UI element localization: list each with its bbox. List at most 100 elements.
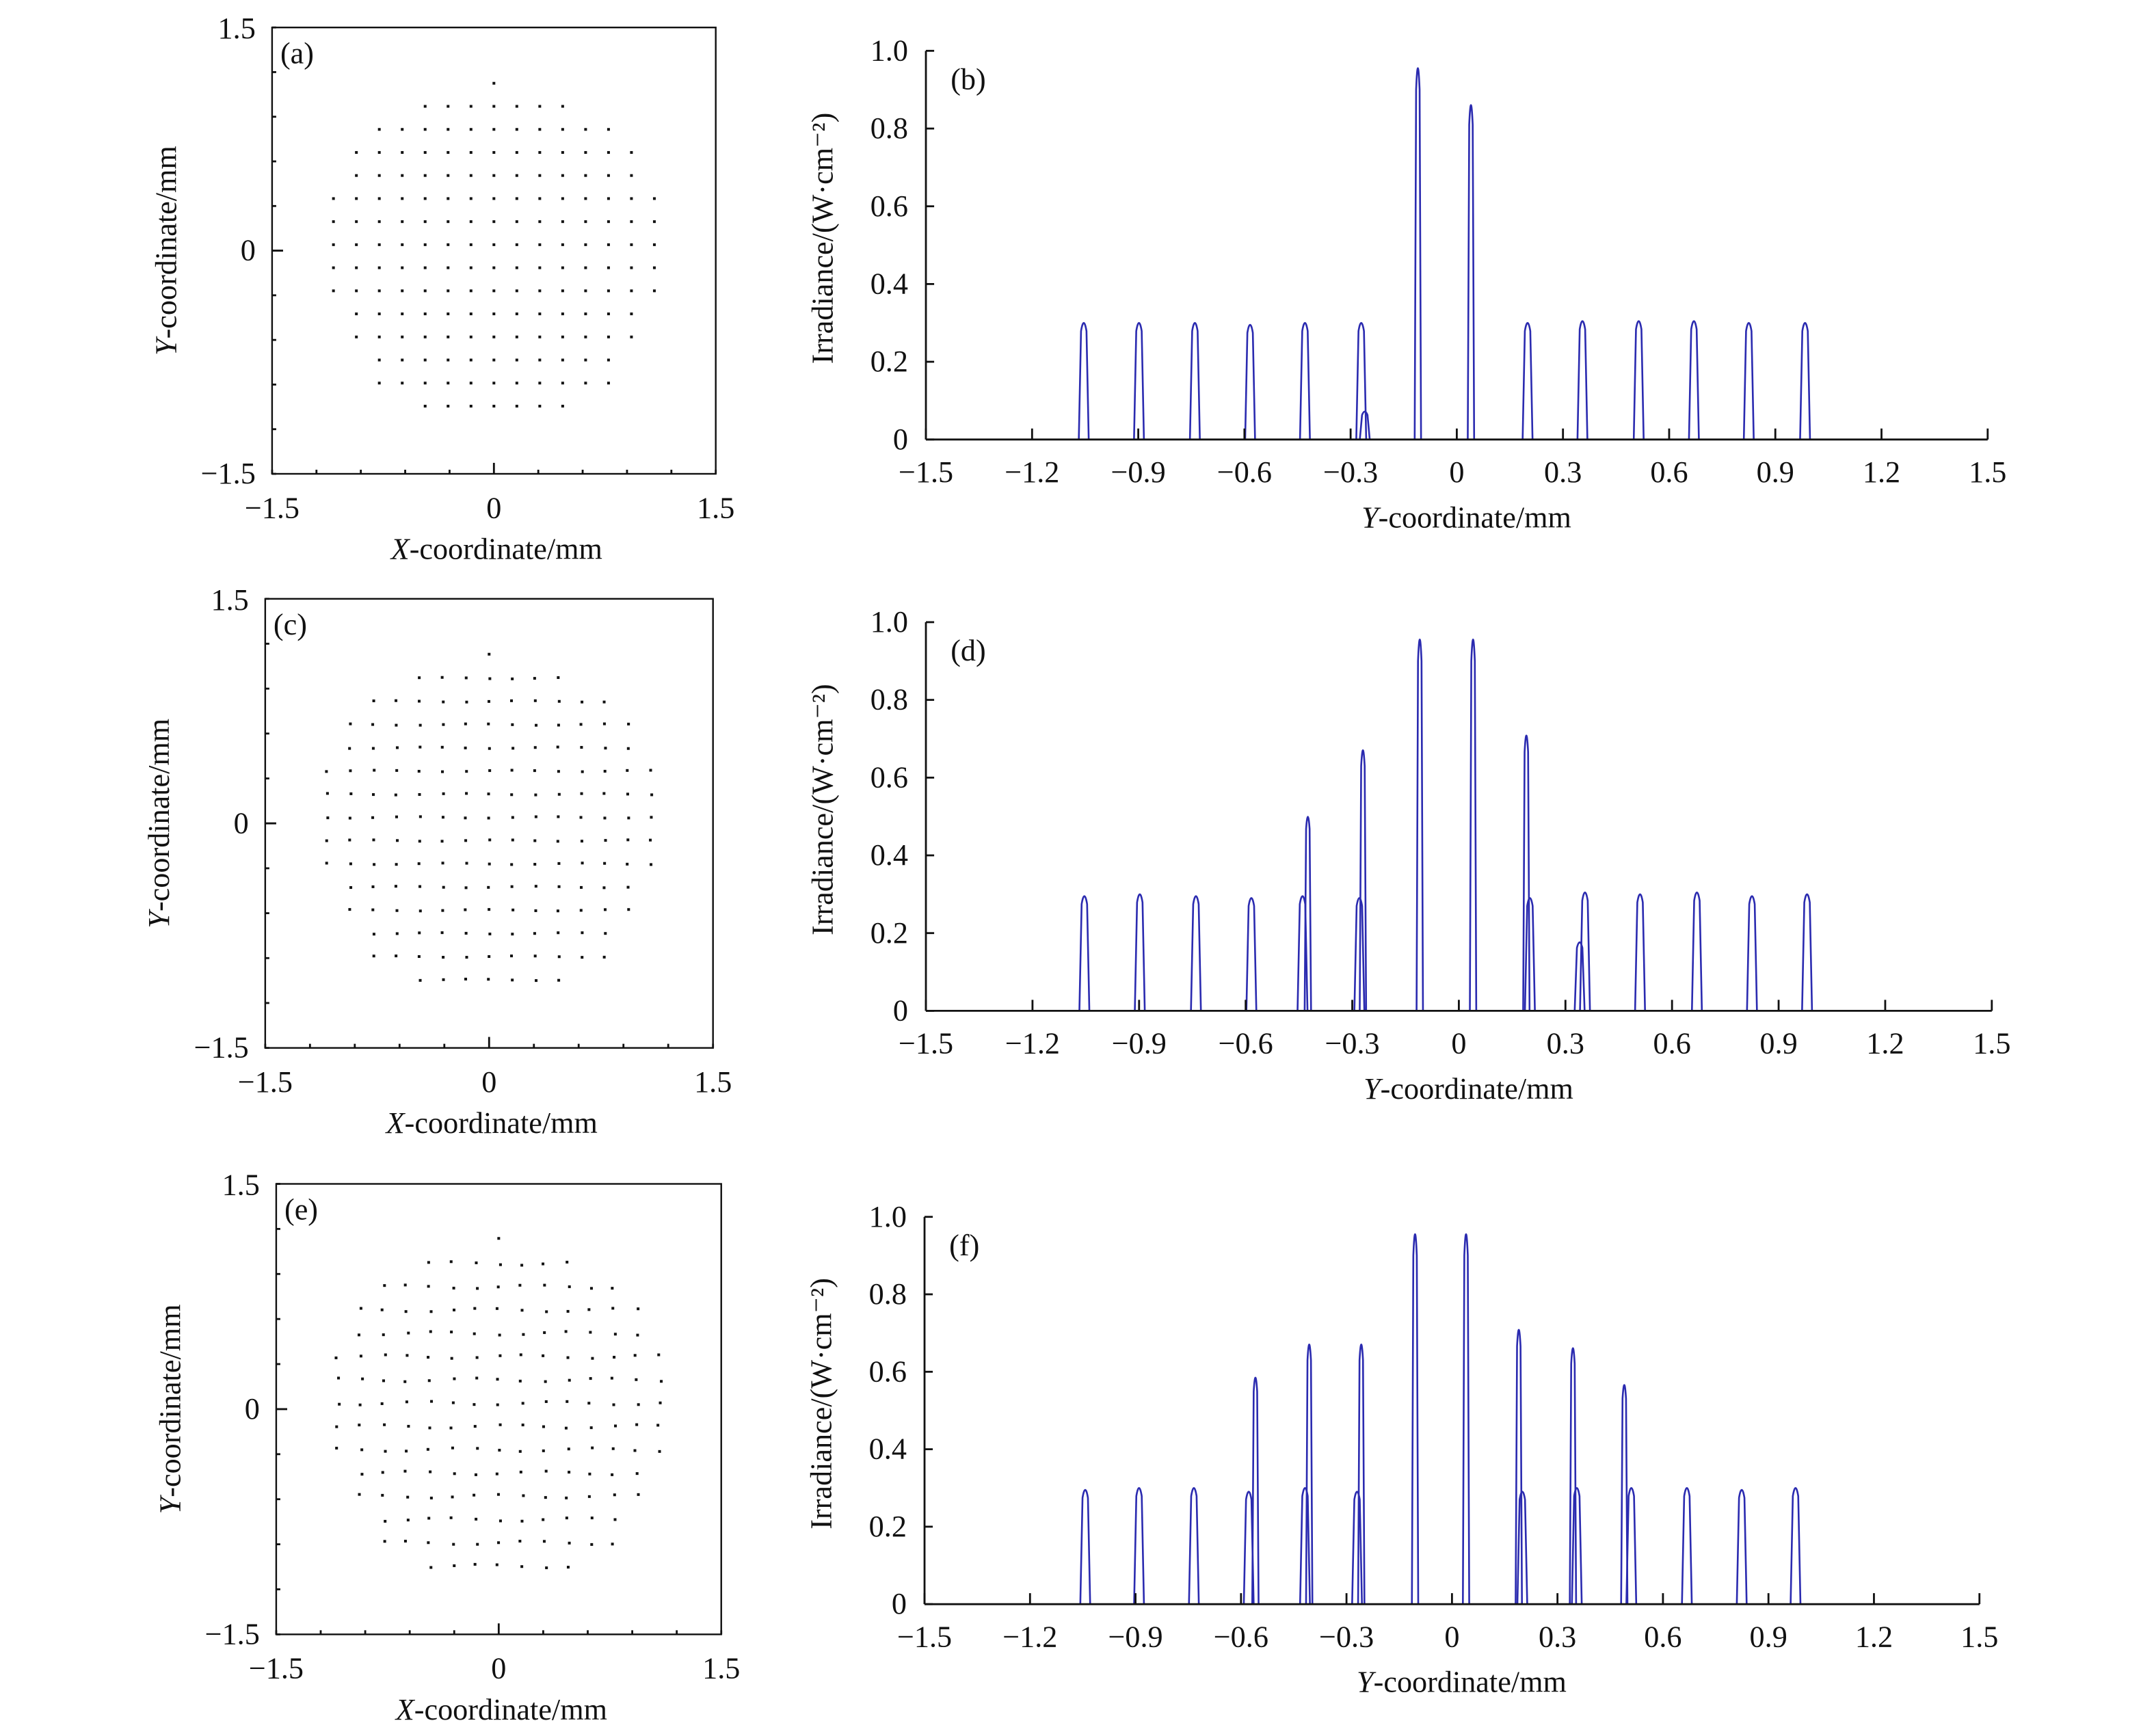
data-point bbox=[423, 150, 427, 154]
data-point bbox=[565, 1517, 568, 1520]
data-point bbox=[469, 312, 473, 316]
data-point bbox=[584, 220, 587, 224]
data-point bbox=[611, 1447, 615, 1450]
data-point bbox=[488, 747, 491, 750]
x-tick-label: −1.2 bbox=[1002, 1620, 1057, 1653]
data-point bbox=[538, 312, 542, 316]
data-point bbox=[360, 1473, 364, 1476]
data-point bbox=[469, 220, 473, 224]
y-tick-label: 0 bbox=[234, 806, 249, 840]
data-point bbox=[603, 908, 607, 911]
data-point bbox=[358, 1493, 361, 1496]
data-point bbox=[381, 1471, 384, 1474]
data-point bbox=[557, 885, 561, 888]
data-point bbox=[545, 1310, 548, 1313]
panel-c: −1.5 0 1.5 −1.5 0 1.5 (c) X-coordinate/mm Y-coor… bbox=[142, 583, 732, 1140]
data-point bbox=[584, 197, 587, 200]
panel-a: −1.5 0 1.5 −1.5 0 1.5 (a) X-coordinate/mm Y-coor… bbox=[149, 12, 734, 565]
data-point bbox=[543, 1283, 546, 1287]
y-tick-label: 0.4 bbox=[870, 838, 908, 872]
data-point bbox=[423, 243, 427, 246]
data-point bbox=[453, 1377, 456, 1380]
data-point bbox=[611, 1307, 615, 1310]
data-point bbox=[465, 792, 468, 795]
data-point bbox=[637, 1307, 640, 1311]
x-tick-label: 0 bbox=[1451, 1027, 1466, 1060]
data-point bbox=[557, 931, 560, 935]
data-point bbox=[355, 266, 358, 269]
data-point bbox=[613, 1333, 617, 1336]
irradiance-peak bbox=[1742, 322, 1755, 440]
data-point bbox=[487, 885, 490, 889]
data-point bbox=[607, 289, 610, 293]
data-point bbox=[417, 699, 421, 703]
irradiance-peak bbox=[1188, 322, 1201, 440]
data-point bbox=[325, 792, 329, 795]
data-point bbox=[423, 105, 427, 108]
data-point bbox=[533, 769, 536, 773]
data-point bbox=[590, 1543, 594, 1546]
data-point bbox=[465, 770, 468, 773]
data-point bbox=[515, 312, 518, 316]
data-point bbox=[487, 722, 490, 725]
data-point bbox=[380, 1308, 384, 1311]
data-point bbox=[492, 382, 496, 385]
data-point bbox=[533, 699, 537, 702]
data-point bbox=[332, 266, 335, 269]
data-point bbox=[538, 243, 542, 246]
data-point bbox=[473, 1562, 477, 1566]
data-point bbox=[497, 1541, 501, 1545]
data-point bbox=[533, 746, 537, 749]
data-point bbox=[429, 1330, 432, 1333]
data-point bbox=[334, 1356, 338, 1359]
data-point bbox=[429, 1566, 433, 1569]
data-point bbox=[465, 956, 468, 959]
data-point bbox=[498, 1423, 502, 1426]
data-point bbox=[401, 382, 404, 385]
data-point bbox=[538, 174, 542, 177]
data-point bbox=[637, 1493, 640, 1496]
data-point bbox=[557, 815, 560, 818]
data-point bbox=[649, 769, 652, 772]
irradiance-peak bbox=[1351, 1491, 1364, 1605]
data-point bbox=[561, 105, 564, 108]
data-point bbox=[325, 839, 328, 842]
data-point bbox=[355, 289, 358, 293]
data-point bbox=[423, 220, 427, 224]
irradiance-peak bbox=[1415, 639, 1424, 1011]
data-point bbox=[488, 955, 491, 959]
data-point bbox=[522, 1333, 525, 1336]
data-point bbox=[395, 815, 398, 818]
data-point bbox=[473, 1425, 477, 1428]
data-point bbox=[377, 243, 381, 246]
data-point bbox=[465, 700, 468, 704]
data-point bbox=[568, 1285, 571, 1288]
x-tick-label: 1.5 bbox=[1960, 1620, 1998, 1653]
data-point bbox=[427, 1541, 430, 1545]
x-tick-label: −1.2 bbox=[1005, 455, 1059, 489]
irradiance-peak bbox=[1244, 323, 1256, 440]
data-point bbox=[453, 1308, 456, 1311]
data-point bbox=[492, 404, 496, 408]
data-point bbox=[561, 404, 564, 408]
data-point bbox=[561, 335, 564, 338]
data-point bbox=[498, 1519, 502, 1523]
data-point bbox=[561, 266, 564, 269]
data-point bbox=[515, 174, 518, 177]
data-point bbox=[649, 838, 652, 842]
data-point bbox=[401, 128, 404, 131]
x-tick-label: −1.5 bbox=[238, 1065, 293, 1099]
data-point bbox=[498, 1263, 502, 1266]
data-point bbox=[469, 382, 473, 385]
x-axis-label: X-coordinate/mm bbox=[395, 1693, 607, 1726]
y-tick-label: 1.5 bbox=[222, 1169, 260, 1202]
data-point bbox=[603, 769, 607, 773]
data-point bbox=[449, 1426, 453, 1430]
irradiance-peak bbox=[1190, 895, 1202, 1011]
irradiance-peak bbox=[1078, 322, 1090, 440]
data-point bbox=[451, 1495, 454, 1499]
data-point bbox=[518, 1539, 522, 1543]
y-tick-label: 0.8 bbox=[870, 683, 908, 717]
data-point bbox=[417, 862, 421, 866]
data-point bbox=[535, 723, 538, 727]
